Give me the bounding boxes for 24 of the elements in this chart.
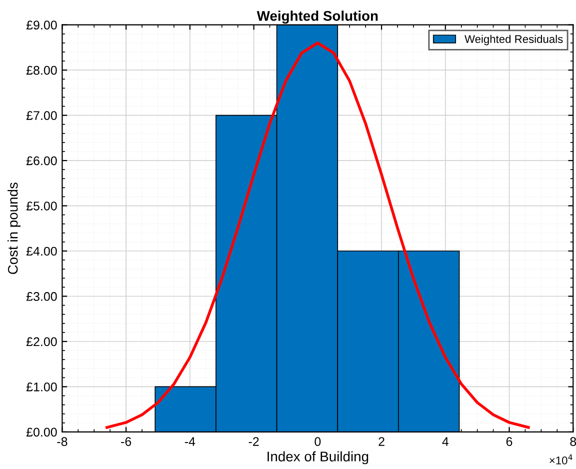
chart-title: Weighted Solution <box>256 10 378 24</box>
y-tick-label: £3.00 <box>26 292 57 301</box>
x-axis-title: Index of Building <box>268 451 368 464</box>
y-tick-label: £9.00 <box>26 20 57 30</box>
y-tick-label: £5.00 <box>26 202 57 210</box>
text: ×10$^{4}$ <box>550 454 572 464</box>
x-tick-label: 4 <box>442 437 448 446</box>
y-tick-label: £2.00 <box>26 337 57 346</box>
y-tick-label: £7.00 <box>26 111 57 120</box>
x-tick-label: 2 <box>378 437 384 446</box>
x-tick-label: -6 <box>121 437 132 446</box>
y-axis-title: Cost in pounds <box>8 182 21 274</box>
y-tick-label: £0.00 <box>26 428 57 437</box>
x-tick-label: 0 <box>314 437 321 446</box>
x-tick-label: 8 <box>570 437 576 446</box>
y-tick-label: £6.00 <box>26 156 57 166</box>
y-tick-label: £1.00 <box>26 382 57 392</box>
y-tick-label: £4.00 <box>26 246 57 256</box>
x-tick-label: -4 <box>184 437 196 446</box>
legend-label: Weighted Residuals <box>464 34 563 46</box>
x-tick-label: 6 <box>506 437 512 446</box>
y-tick-label: £8.00 <box>26 66 57 75</box>
x-tick-label: -2 <box>248 437 259 446</box>
x-tick-label: -8 <box>57 437 68 446</box>
